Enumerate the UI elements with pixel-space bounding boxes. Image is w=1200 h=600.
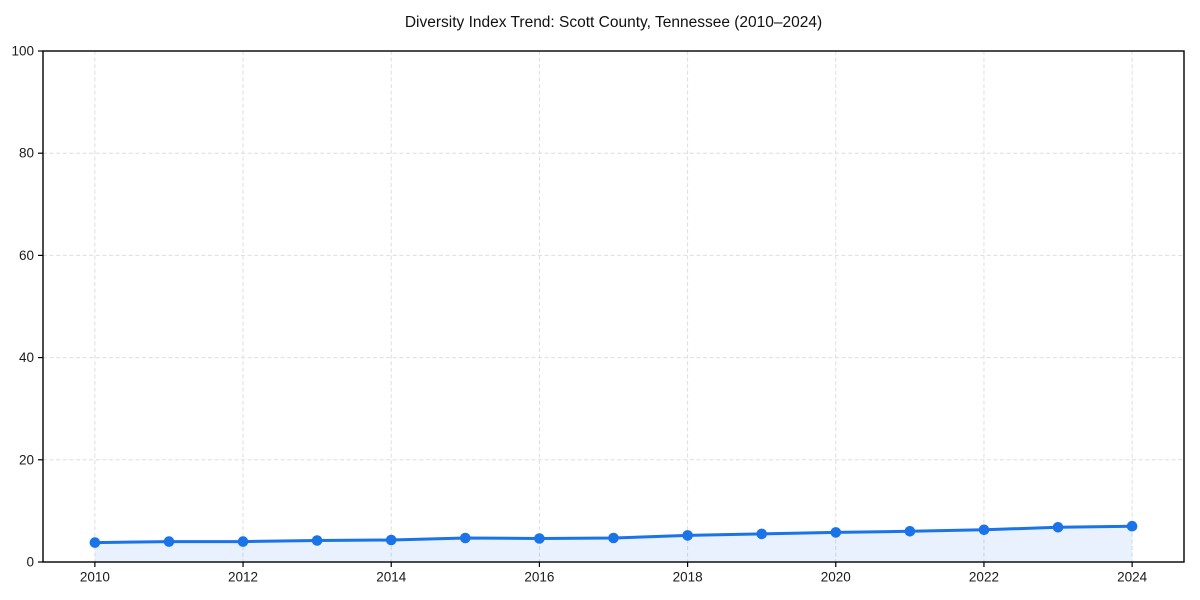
data-point (756, 528, 767, 540)
gridlines (43, 50, 1184, 563)
x-tick-label: 2024 (1117, 570, 1148, 585)
tick-labels: 2010 2012 2014 2016 2018 2020 2022 2024 0 20 40 60 8… (11, 44, 1147, 585)
x-tick-label: 2010 (80, 570, 110, 585)
y-tick-label: 80 (19, 146, 34, 161)
x-tick-label: 2014 (376, 570, 407, 585)
x-tick-label: 2018 (673, 570, 703, 585)
data-points (89, 520, 1138, 548)
data-point (1052, 522, 1064, 533)
x-tick-label: 2012 (228, 570, 258, 585)
data-point (89, 537, 101, 548)
y-tick-label: 60 (19, 248, 34, 263)
data-point (682, 530, 693, 541)
x-tick-label: 2016 (524, 570, 554, 585)
data-point (830, 527, 842, 538)
data-point (904, 526, 916, 537)
data-point (385, 534, 397, 546)
data-point (311, 535, 323, 546)
area-series (94, 526, 1133, 562)
y-tick-label: 40 (19, 350, 34, 365)
data-point (237, 536, 249, 547)
x-tick-label: 2022 (969, 570, 999, 585)
plot-border (42, 50, 1185, 563)
y-tick-label: 0 (26, 555, 34, 570)
data-point (1126, 520, 1138, 532)
x-tick-label: 2020 (821, 570, 851, 585)
data-point (608, 532, 619, 544)
y-tick-label: 100 (11, 44, 34, 59)
y-tick-label: 20 (19, 452, 34, 467)
data-point (460, 532, 471, 544)
axis-ticks (38, 50, 1133, 567)
area-fill (94, 526, 1133, 562)
data-point (534, 533, 545, 544)
data-point (978, 524, 990, 536)
chart-title: Diversity Index Trend: Scott County, Ten… (405, 14, 822, 31)
data-point (163, 536, 175, 547)
